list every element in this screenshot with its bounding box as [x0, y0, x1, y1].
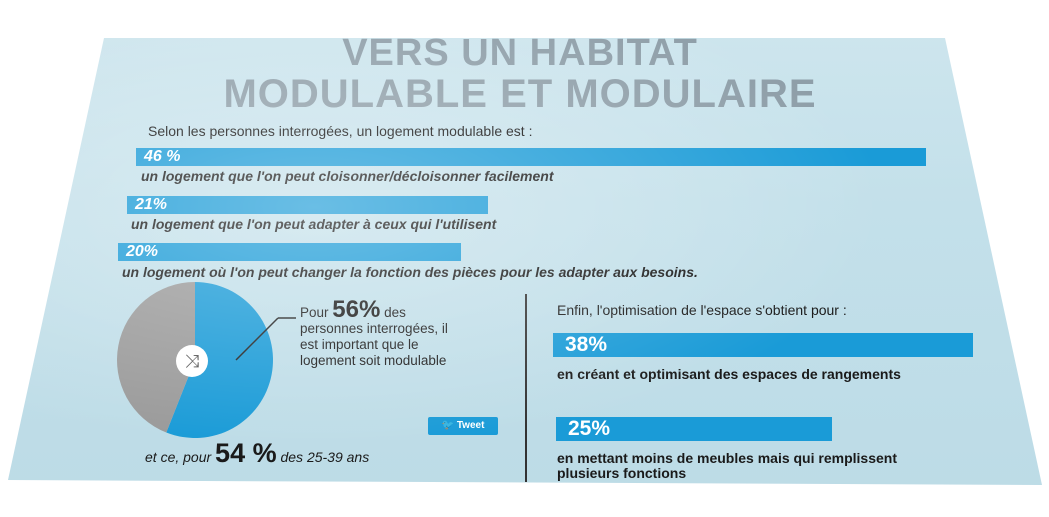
- pie-slice-other: [117, 282, 195, 433]
- pie-suffix: des: [384, 305, 406, 320]
- tweet-label: Tweet: [456, 420, 485, 431]
- bar-value-label: 21%: [135, 196, 168, 213]
- age-stat-value: 54 %: [215, 438, 277, 468]
- bar-category-label: en mettant moins de meubles mais qui rem…: [557, 450, 897, 481]
- title-line-2: MODULABLE ET MODULAIRE: [223, 72, 817, 116]
- shuffle-icon: ⤨: [176, 345, 208, 377]
- pie-description: Pour 56% des personnes interrogées, il e…: [300, 298, 465, 369]
- pie-slice-modulable: [166, 282, 274, 438]
- bar-category-label: en créant et optimisant des espaces de r…: [557, 366, 901, 382]
- age-stat-prefix: et ce, pour: [145, 449, 212, 465]
- bar-value-label: 38%: [565, 333, 608, 356]
- pie-rest: personnes interrogées, il est important …: [300, 321, 448, 368]
- pie-value: 56%: [332, 296, 381, 323]
- twitter-bird-icon: 🐦: [441, 420, 455, 431]
- bar-fonction: 20%: [118, 243, 462, 261]
- age-stat-suffix: des 25-39 ans: [280, 449, 370, 465]
- bar-value-label: 25%: [568, 417, 611, 440]
- bar-category-label: un logement où l'on peut changer la fonc…: [122, 264, 698, 280]
- pie-callout-line: [235, 317, 279, 361]
- intro-text: Selon les personnes interrogées, un loge…: [148, 123, 533, 139]
- bar-meubles: 25%: [556, 417, 833, 441]
- bar-value-label: 20%: [126, 243, 159, 260]
- column-divider: [525, 294, 527, 482]
- bar-value-label: 46 %: [144, 148, 181, 165]
- tweet-button[interactable]: 🐦 Tweet: [428, 417, 498, 435]
- bar-category-label: un logement que l'on peut cloisonner/déc…: [141, 168, 554, 184]
- pie-prefix: Pour: [300, 305, 329, 320]
- optimisation-heading: Enfin, l'optimisation de l'espace s'obti…: [557, 302, 847, 318]
- bar-cloisonner: 46 %: [136, 148, 926, 166]
- age-stat: et ce, pour 54 % des 25-39 ans: [145, 438, 369, 469]
- title-line-1: VERS UN HABITAT: [342, 38, 698, 68]
- bar-category-label: un logement que l'on peut adapter à ceux…: [131, 216, 497, 232]
- bar-adapter: 21%: [127, 196, 488, 214]
- bar-rangements: 38%: [553, 333, 973, 357]
